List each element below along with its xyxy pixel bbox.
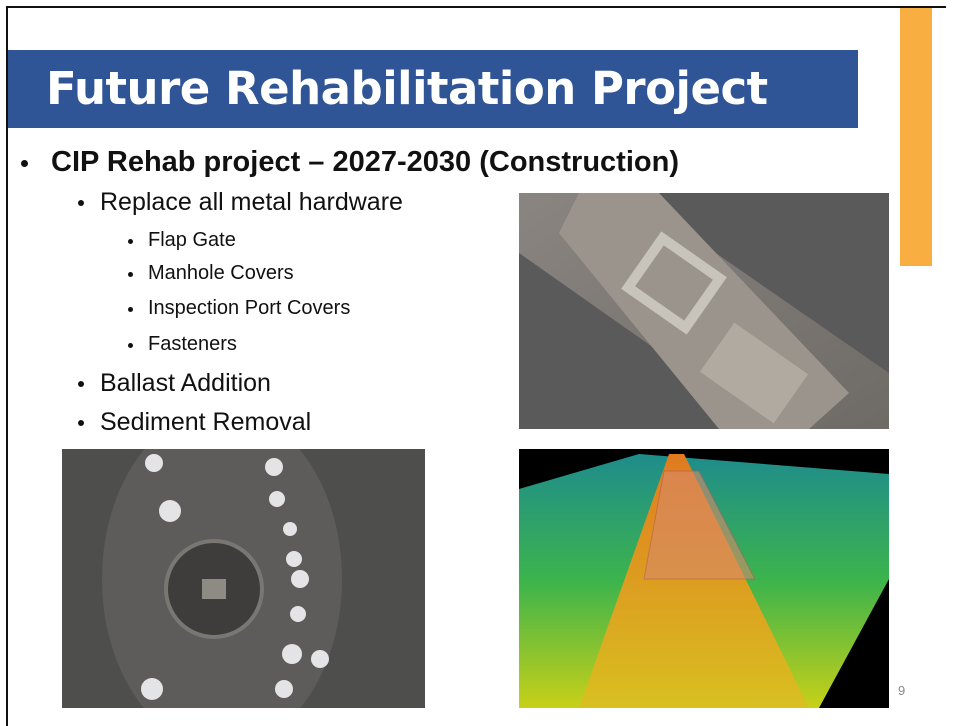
photo-3d-scan <box>519 193 889 429</box>
photo-manhole <box>62 449 425 708</box>
bullet-dot <box>128 343 133 348</box>
bullet-text: Ballast Addition <box>100 369 271 398</box>
page-number: 9 <box>898 683 905 698</box>
bullet-text: Replace all metal hardware <box>100 188 403 217</box>
bullet-text: Inspection Port Covers <box>148 297 350 320</box>
bullet-text: Flap Gate <box>148 229 236 252</box>
bullet-dot <box>128 307 133 312</box>
bullet-dot <box>21 160 28 167</box>
bullet-text: Sediment Removal <box>100 408 311 437</box>
bullet-text: Manhole Covers <box>148 262 294 285</box>
slide-title: Future Rehabilitation Project <box>46 62 768 115</box>
bullet-dot <box>78 200 84 206</box>
bathymetry-scan <box>519 449 889 708</box>
bullet-dot <box>78 420 84 426</box>
accent-bar <box>900 8 932 266</box>
bullet-dot <box>128 239 133 244</box>
bullet-dot <box>78 381 84 387</box>
slide: Future Rehabilitation Project CIP Rehab … <box>0 0 953 721</box>
bullet-dot <box>128 272 133 277</box>
bullet-text: Fasteners <box>148 333 237 356</box>
bullet-text: CIP Rehab project – 2027-2030 (Construct… <box>51 146 679 179</box>
